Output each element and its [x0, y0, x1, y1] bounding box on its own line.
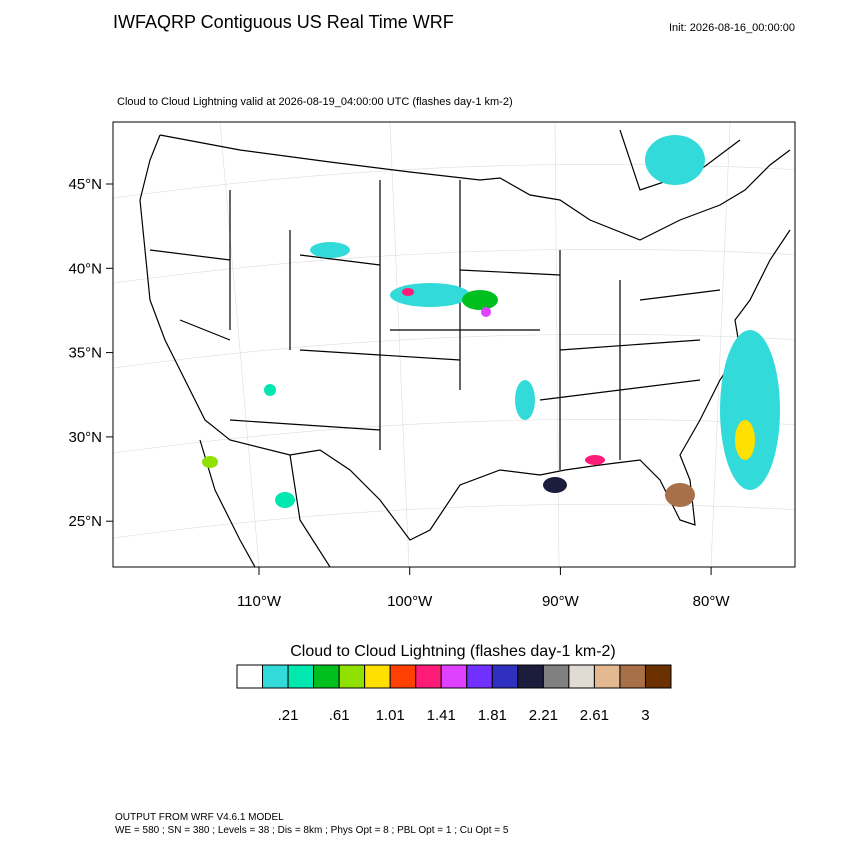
colorbar-box — [313, 664, 340, 689]
footer-line: WE = 580 ; SN = 380 ; Levels = 38 ; Dis … — [115, 825, 509, 836]
colorbar-box — [466, 664, 493, 689]
colorbar-label: 2.61 — [580, 707, 609, 724]
colorbar-box — [338, 664, 366, 689]
lat-axis: 45°N 40°N 35°N 30°N 25°N — [68, 176, 113, 530]
colorbar-title: Cloud to Cloud Lightning (flashes day-1 … — [290, 643, 616, 660]
lon-label: 110°W — [237, 593, 282, 610]
state-borders — [149, 180, 721, 470]
colorbar-box — [542, 664, 570, 689]
lon-label: 90°W — [542, 593, 580, 610]
graticule — [113, 122, 795, 567]
colorbar-label: 1.81 — [478, 707, 507, 724]
colorbar-box — [644, 664, 672, 689]
lon-axis: 110°W 100°W 90°W 80°W — [237, 567, 730, 610]
lat-label: 40°N — [68, 260, 102, 277]
colorbar-box — [262, 664, 289, 689]
colorbar-label: 3 — [641, 707, 649, 724]
colorbar-box — [517, 664, 544, 689]
map-frame — [112, 121, 796, 568]
colorbar-label: 1.41 — [427, 707, 456, 724]
lon-label: 80°W — [693, 593, 731, 610]
colorbar-label: .21 — [278, 707, 299, 724]
lightning-cells — [202, 135, 780, 508]
colorbar-box — [593, 664, 621, 689]
lat-label: 25°N — [68, 513, 102, 530]
colorbar-box — [389, 664, 417, 689]
subtitle: Cloud to Cloud Lightning valid at 2026-0… — [117, 96, 513, 108]
colorbar-box — [415, 664, 442, 689]
init-time: Init: 2026-08-16_00:00:00 — [669, 22, 795, 34]
colorbar-label: 1.01 — [376, 707, 405, 724]
colorbar: .21 .61 1.01 1.41 1.81 2.21 2.61 3 — [236, 664, 672, 724]
footer-line: OUTPUT FROM WRF V4.6.1 MODEL — [115, 812, 284, 823]
title: IWFAQRP Contiguous US Real Time WRF — [113, 12, 454, 32]
us-outline — [139, 134, 791, 541]
map — [112, 121, 796, 568]
colorbar-box — [491, 664, 519, 689]
colorbar-box — [568, 664, 595, 689]
lat-label: 45°N — [68, 176, 102, 193]
colorbar-box — [364, 664, 391, 689]
colorbar-box — [440, 664, 468, 689]
lat-label: 30°N — [68, 429, 102, 446]
colorbar-box — [236, 664, 264, 689]
colorbar-label: 2.21 — [529, 707, 558, 724]
colorbar-box — [287, 664, 315, 689]
colorbar-box — [619, 664, 646, 689]
lat-label: 35°N — [68, 345, 102, 362]
colorbar-label: .61 — [329, 707, 350, 724]
lon-label: 100°W — [387, 593, 433, 610]
